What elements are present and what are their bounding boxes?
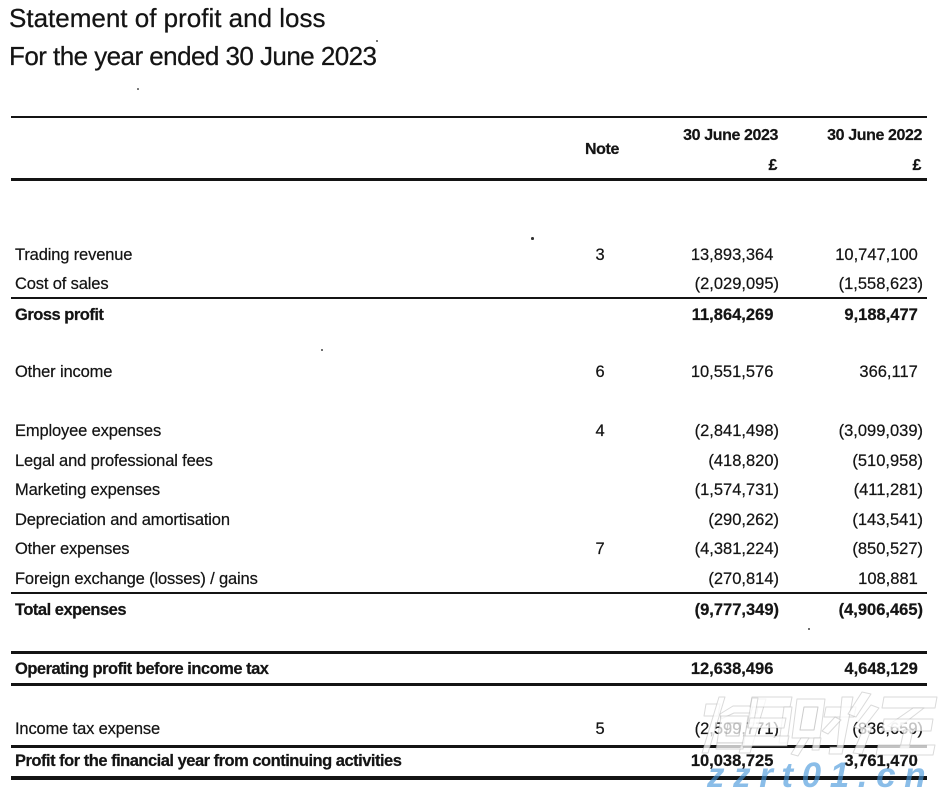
svg-text:zzrt01.cn: zzrt01.cn <box>706 756 934 791</box>
